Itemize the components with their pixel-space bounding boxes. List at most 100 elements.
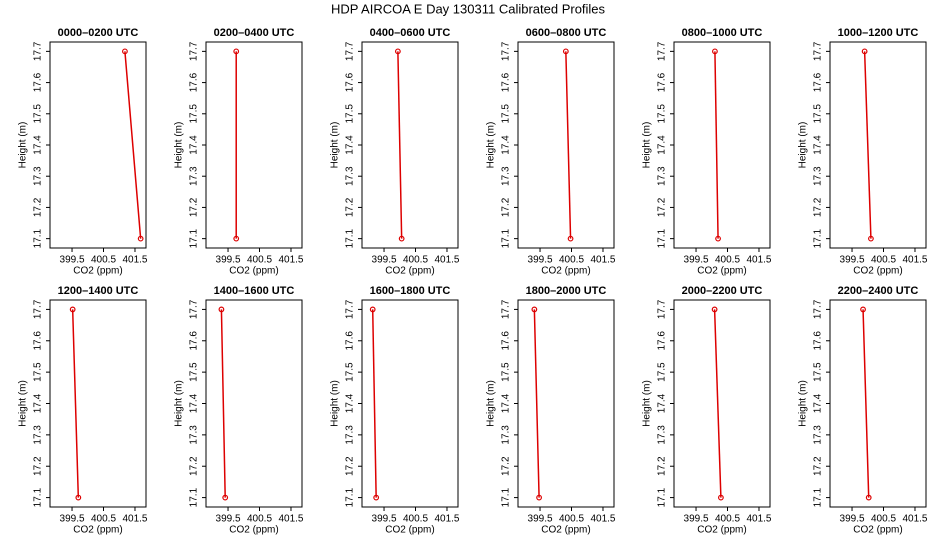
y-tick-label: 17.5 [345, 362, 356, 382]
y-tick-label: 17.6 [345, 72, 356, 92]
y-tick-label: 17.2 [33, 197, 44, 217]
data-point [394, 48, 401, 55]
y-axis-label: Height (m) [174, 122, 185, 169]
y-tick-label: 17.7 [33, 299, 44, 319]
data-point [562, 48, 569, 55]
panel-title: 2200–2400 UTC [838, 285, 919, 297]
x-tick-label: 401.5 [902, 514, 927, 525]
y-tick-label: 17.2 [813, 456, 824, 476]
x-axis-label: CO2 (ppm) [697, 525, 746, 536]
profile-line [397, 51, 403, 239]
x-tick-label: 400.5 [715, 255, 740, 266]
data-point [715, 235, 721, 242]
plot-frame [49, 299, 147, 508]
y-tick-label: 17.3 [33, 166, 44, 186]
profile-line [220, 309, 226, 498]
data-point [233, 235, 240, 242]
y-tick-label: 17.7 [501, 41, 512, 61]
x-tick-label: 400.5 [871, 514, 896, 525]
y-tick-label: 17.7 [657, 299, 668, 319]
x-tick-label: 400.5 [559, 255, 584, 266]
x-tick-label: 401.5 [122, 514, 147, 525]
y-tick-label: 17.6 [813, 72, 824, 92]
y-tick-label: 17.3 [33, 425, 44, 445]
x-tick-label: 399.5 [528, 255, 553, 266]
y-tick-label: 17.3 [189, 425, 200, 445]
data-point [536, 494, 542, 501]
y-tick-label: 17.1 [345, 228, 356, 248]
y-tick-label: 17.6 [33, 331, 44, 351]
x-tick-label: 401.5 [278, 255, 303, 266]
y-tick-label: 17.2 [813, 197, 824, 217]
x-tick-label: 401.5 [434, 514, 459, 525]
data-point [567, 235, 574, 242]
y-tick-label: 17.1 [501, 487, 512, 507]
x-axis-label: CO2 (ppm) [229, 266, 278, 277]
y-tick-label: 17.7 [345, 41, 356, 61]
y-tick-label: 17.4 [345, 393, 356, 413]
y-tick-label: 17.1 [813, 228, 824, 248]
panel-title: 0400–0600 UTC [370, 27, 451, 39]
y-tick-label: 17.6 [501, 72, 512, 92]
y-axis-label: Height (m) [642, 122, 653, 169]
data-point [865, 494, 872, 501]
profile-line [124, 51, 142, 239]
y-tick-label: 17.2 [501, 456, 512, 476]
panel-title: 1800–2000 UTC [526, 285, 607, 297]
y-tick-label: 17.4 [33, 135, 44, 155]
y-tick-label: 17.4 [813, 393, 824, 413]
panel-title: 0800–1000 UTC [682, 27, 763, 39]
panel-title: 1600–1800 UTC [370, 285, 451, 297]
x-tick-label: 400.5 [247, 514, 272, 525]
x-axis-label: CO2 (ppm) [385, 266, 434, 277]
y-axis-label: Height (m) [174, 380, 185, 427]
y-tick-label: 17.3 [189, 166, 200, 186]
panel-title: 1400–1600 UTC [214, 285, 295, 297]
y-tick-label: 17.5 [33, 104, 44, 124]
y-axis-label: Height (m) [18, 122, 29, 169]
x-tick-label: 399.5 [372, 514, 397, 525]
y-tick-label: 17.2 [345, 197, 356, 217]
x-tick-label: 400.5 [91, 255, 116, 266]
x-tick-label: 399.5 [216, 514, 241, 525]
y-axis-label: Height (m) [486, 122, 497, 169]
y-tick-label: 17.2 [657, 197, 668, 217]
y-tick-label: 17.3 [813, 166, 824, 186]
y-tick-label: 17.5 [33, 362, 44, 382]
data-point [711, 306, 718, 313]
data-point [373, 494, 380, 501]
y-tick-label: 17.7 [501, 299, 512, 319]
y-tick-label: 17.7 [345, 299, 356, 319]
y-tick-label: 17.3 [345, 166, 356, 186]
data-point [861, 48, 868, 55]
y-tick-label: 17.6 [657, 72, 668, 92]
y-axis-label: Height (m) [486, 380, 497, 427]
y-tick-label: 17.1 [813, 487, 824, 507]
y-tick-label: 17.5 [501, 362, 512, 382]
y-tick-label: 17.1 [657, 228, 668, 248]
plot-frame [829, 41, 927, 249]
y-tick-label: 17.3 [501, 166, 512, 186]
plot-frame [517, 299, 615, 508]
y-axis-label: Height (m) [798, 380, 809, 427]
x-tick-label: 401.5 [434, 255, 459, 266]
x-tick-label: 400.5 [871, 255, 896, 266]
panel-title: 1000–1200 UTC [838, 27, 919, 39]
y-tick-label: 17.5 [189, 362, 200, 382]
x-tick-label: 399.5 [684, 514, 709, 525]
plot-frame [205, 299, 303, 508]
y-tick-label: 17.1 [189, 228, 200, 248]
y-tick-label: 17.4 [657, 135, 668, 155]
y-tick-label: 17.3 [345, 425, 356, 445]
plot-frame [673, 41, 771, 249]
x-tick-label: 400.5 [403, 255, 428, 266]
y-tick-label: 17.5 [657, 104, 668, 124]
y-tick-label: 17.7 [189, 299, 200, 319]
data-point [860, 306, 866, 313]
x-axis-label: CO2 (ppm) [229, 525, 278, 536]
y-tick-label: 17.5 [189, 104, 200, 124]
data-point [75, 494, 82, 501]
x-axis-label: CO2 (ppm) [73, 266, 122, 277]
x-axis-label: CO2 (ppm) [853, 525, 902, 536]
profile-line [714, 51, 719, 239]
